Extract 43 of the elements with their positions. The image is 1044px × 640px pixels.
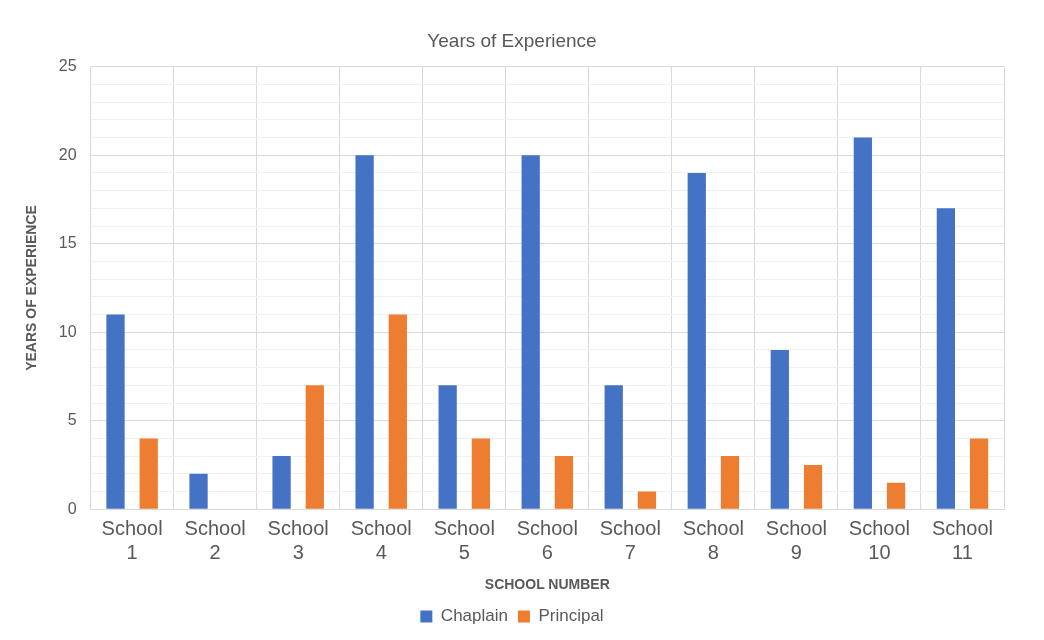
- bar: [936, 208, 956, 509]
- y-tick-label: 5: [67, 411, 77, 429]
- x-tick-label: School 6: [516, 516, 578, 563]
- chart-title: Years of Experience: [427, 29, 597, 51]
- y-tick-label: 15: [58, 234, 77, 252]
- bar: [139, 438, 158, 509]
- bar: [521, 155, 540, 509]
- bar: [770, 349, 789, 509]
- bar: [305, 385, 324, 509]
- bar: [106, 314, 125, 509]
- bar: [388, 314, 407, 509]
- x-tick-label: School 11: [931, 516, 994, 563]
- y-tick-label: 25: [58, 57, 77, 75]
- x-tick-label: School 4: [350, 516, 412, 563]
- y-tick-label: 0: [67, 499, 77, 517]
- bar: [272, 456, 291, 509]
- bar: [604, 385, 623, 509]
- x-tick-label: School 8: [682, 516, 744, 563]
- bar: [969, 438, 989, 509]
- x-tick-label: School 3: [267, 516, 329, 563]
- x-tick-label: School 1: [101, 516, 163, 563]
- bar: [554, 456, 574, 509]
- bar: [189, 473, 208, 509]
- legend-label: Principal: [538, 606, 604, 626]
- x-tick-label: School 9: [765, 516, 827, 563]
- x-tick-label: School 10: [848, 516, 911, 563]
- x-tick-label: School 2: [184, 516, 246, 563]
- bar: [803, 464, 823, 509]
- bar: [853, 137, 872, 509]
- bar: [886, 482, 906, 509]
- legend-label: Chaplain: [440, 606, 508, 626]
- y-tick-label: 10: [58, 322, 77, 340]
- bar: [687, 172, 706, 509]
- bar: [355, 155, 374, 509]
- x-tick-label: School 5: [433, 516, 495, 563]
- bar: [471, 438, 490, 509]
- y-tick-label: 20: [58, 145, 77, 163]
- bar: [438, 385, 457, 509]
- x-axis-title: SCHOOL NUMBER: [484, 576, 610, 593]
- bar: [637, 491, 657, 509]
- bar: [720, 456, 740, 509]
- y-axis-title: YEARS OF EXPERIENCE: [23, 205, 40, 371]
- x-tick-label: School 7: [599, 516, 661, 563]
